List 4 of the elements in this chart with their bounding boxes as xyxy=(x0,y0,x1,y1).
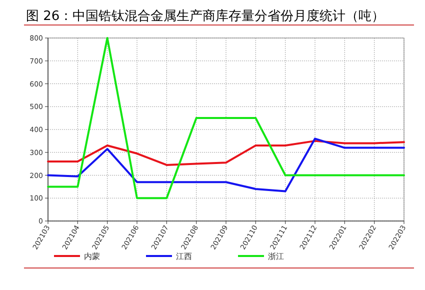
legend-label: 浙江 xyxy=(268,252,284,261)
title: 图 26：中国锆钛混合金属生产商库存量分省份月度统计（吨） xyxy=(26,9,385,24)
legend-label: 江西 xyxy=(176,252,192,261)
legend-label: 内蒙 xyxy=(84,252,100,261)
